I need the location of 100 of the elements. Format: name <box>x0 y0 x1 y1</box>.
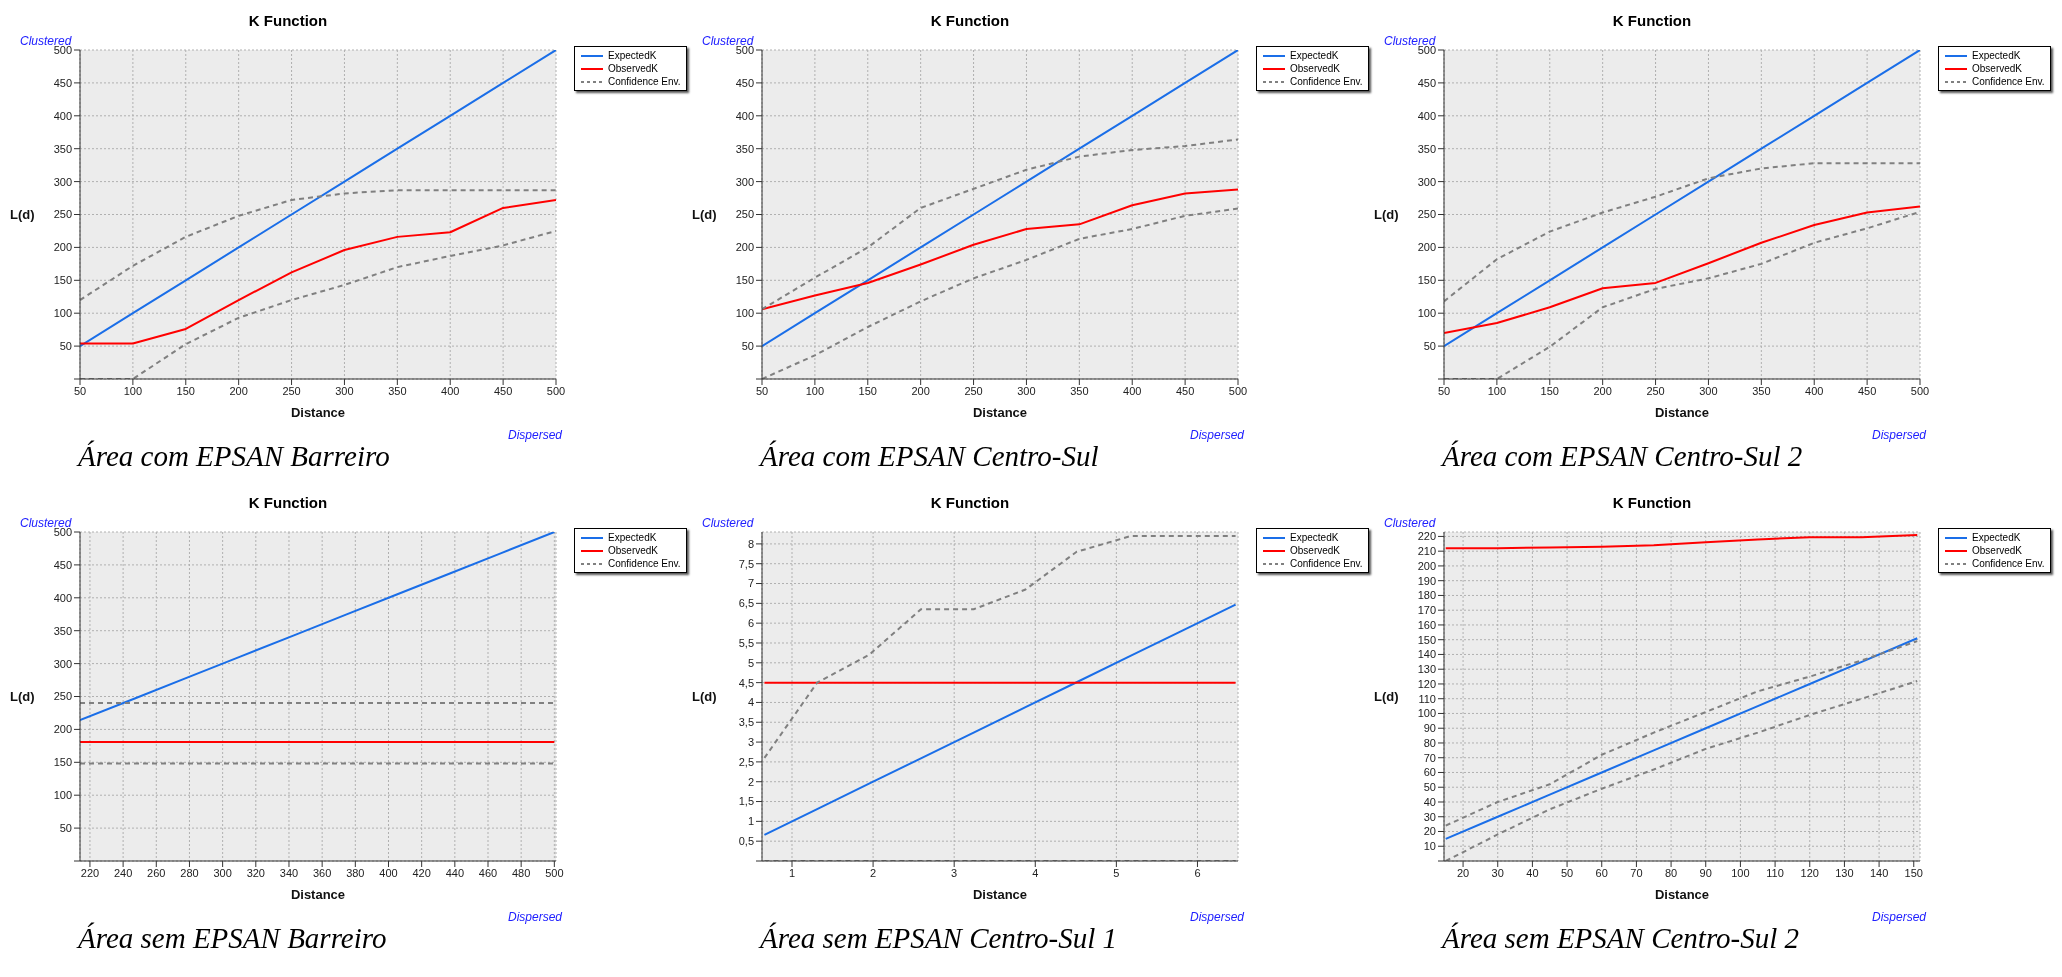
chart-title: K Function <box>247 494 329 511</box>
x-tick-label: 50 <box>755 384 769 397</box>
x-tick-label: 140 <box>1869 866 1889 879</box>
y-tick-label: 300 <box>1417 175 1436 188</box>
y-tick-label: 20 <box>1423 825 1436 838</box>
y-tick-label: 150 <box>1417 633 1436 646</box>
legend-label: ObservedK <box>1290 62 1341 75</box>
x-tick-label: 220 <box>80 866 100 879</box>
y-tick-label: 50 <box>1423 340 1436 353</box>
y-tick-label: 200 <box>1417 241 1436 254</box>
x-tick-label: 130 <box>1835 866 1854 879</box>
x-tick-label: 90 <box>1699 866 1712 879</box>
x-tick-label: 300 <box>1017 384 1036 397</box>
y-tick-label: 400 <box>53 591 72 604</box>
x-tick-label: 240 <box>113 866 133 879</box>
x-tick-label: 250 <box>1646 384 1665 397</box>
line-series <box>763 603 1237 836</box>
chart-title: K Function <box>247 12 329 29</box>
text: Dispersed <box>1189 428 1244 442</box>
x-tick-label: 400 <box>379 866 398 879</box>
y-tick-label: 6 <box>747 617 754 630</box>
y-tick-label: 400 <box>53 109 72 122</box>
y-tick-label: 140 <box>1417 648 1436 661</box>
y-tick-label: 1 <box>747 815 754 828</box>
y-tick-label: 150 <box>1417 274 1436 287</box>
y-tick-label: 8 <box>747 537 754 550</box>
y-axis-title: L(d) <box>692 689 717 705</box>
y-tick-label: 90 <box>1423 722 1436 735</box>
x-tick-label: 6 <box>1194 866 1201 879</box>
x-tick-label: 100 <box>1731 866 1750 879</box>
y-tick-label: 450 <box>1417 76 1436 89</box>
text: Dispersed <box>1871 910 1926 924</box>
x-axis-title: Distance <box>290 405 346 420</box>
legend-label: ExpectedK <box>1972 49 2021 62</box>
text: Dispersed <box>507 910 562 924</box>
chart-title: K Function <box>929 494 1011 511</box>
x-tick-label: 200 <box>1593 384 1612 397</box>
x-tick-label: 300 <box>335 384 354 397</box>
x-tick-label: 460 <box>478 866 498 879</box>
x-tick-label: 200 <box>911 384 930 397</box>
x-axis-title: Distance <box>1654 405 1710 420</box>
y-tick-label: 50 <box>59 340 72 353</box>
text: Clustered <box>1384 34 1436 48</box>
line-series <box>80 199 556 345</box>
x-tick-label: 450 <box>1857 384 1877 397</box>
x-tick-label: 110 <box>1766 866 1784 879</box>
y-axis-title: L(d) <box>1374 207 1399 223</box>
y-tick-label: 350 <box>1417 142 1436 155</box>
x-tick-label: 20 <box>1456 866 1470 879</box>
x-tick-label: 480 <box>511 866 531 879</box>
y-tick-label: 70 <box>1423 751 1436 764</box>
x-tick-label: 420 <box>412 866 431 879</box>
legend-label: Confidence Env. <box>1972 557 2045 570</box>
y-tick-label: 190 <box>1417 574 1436 587</box>
y-tick-label: 80 <box>1423 736 1436 749</box>
x-tick-label: 320 <box>246 866 265 879</box>
x-tick-label: 250 <box>282 384 301 397</box>
x-tick-label: 150 <box>858 384 877 397</box>
x-axis-title: Distance <box>1654 887 1710 902</box>
y-tick-label: 50 <box>59 822 72 835</box>
x-axis-title: Distance <box>290 887 346 902</box>
x-tick-label: 150 <box>1904 866 1923 879</box>
y-tick-label: 350 <box>735 142 754 155</box>
x-tick-label: 150 <box>176 384 195 397</box>
x-tick-label: 50 <box>1560 866 1574 879</box>
x-tick-label: 120 <box>1800 866 1819 879</box>
y-tick-label: 210 <box>1417 545 1436 558</box>
x-tick-label: 400 <box>1123 384 1142 397</box>
y-tick-label: 6,5 <box>738 597 754 610</box>
x-tick-label: 260 <box>147 866 166 879</box>
y-axis-title: L(d) <box>692 207 717 223</box>
y-tick-label: 180 <box>1417 589 1436 602</box>
legend-label: Confidence Env. <box>608 75 681 88</box>
x-tick-label: 100 <box>123 384 143 397</box>
chart-title: K Function <box>1611 494 1693 511</box>
x-tick-label: 100 <box>1487 384 1507 397</box>
x-tick-label: 300 <box>213 866 232 879</box>
chart-title: K Function <box>929 12 1011 29</box>
legend-label: ExpectedK <box>1972 531 2021 544</box>
text: Área com EPSAN Barreiro <box>78 440 390 473</box>
text: Clustered <box>20 34 72 48</box>
y-tick-label: 7,5 <box>738 557 754 570</box>
y-tick-label: 2,5 <box>738 755 754 768</box>
legend-label: ObservedK <box>1972 544 2023 557</box>
text: Área com EPSAN Centro-Sul <box>760 440 1099 473</box>
y-tick-label: 2 <box>747 775 754 788</box>
x-tick-label: 60 <box>1595 866 1608 879</box>
x-tick-label: 280 <box>180 866 199 879</box>
x-tick-label: 3 <box>951 866 958 879</box>
x-tick-label: 360 <box>312 866 332 879</box>
y-tick-label: 0,5 <box>738 835 754 848</box>
x-tick-label: 400 <box>441 384 460 397</box>
legend-label: Confidence Env. <box>1290 557 1363 570</box>
y-tick-label: 250 <box>53 690 72 703</box>
y-tick-label: 200 <box>735 241 754 254</box>
y-tick-label: 150 <box>53 756 72 769</box>
x-tick-label: 1 <box>788 866 796 879</box>
y-tick-label: 250 <box>53 208 72 221</box>
x-tick-label: 4 <box>1032 866 1039 879</box>
y-axis-title: L(d) <box>10 207 35 223</box>
